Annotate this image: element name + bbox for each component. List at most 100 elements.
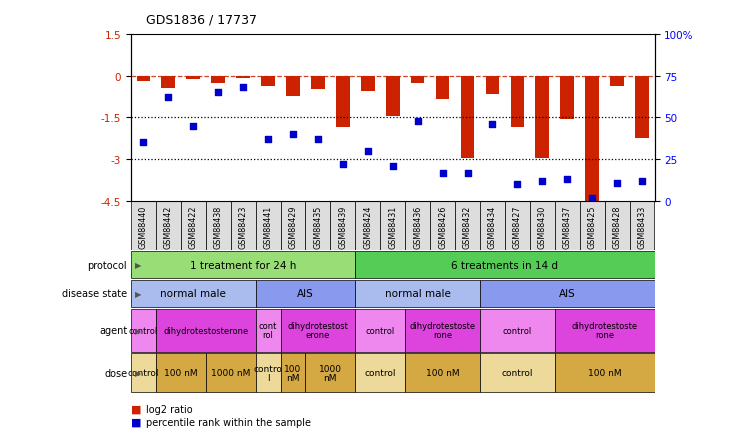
Text: GSM88442: GSM88442 <box>164 205 173 249</box>
Bar <box>630 201 654 250</box>
Point <box>561 176 573 183</box>
Bar <box>480 354 555 392</box>
Bar <box>555 309 654 352</box>
Text: GSM88435: GSM88435 <box>313 205 322 249</box>
Bar <box>305 354 355 392</box>
Bar <box>131 309 156 352</box>
Bar <box>480 309 555 352</box>
Point <box>536 178 548 185</box>
Bar <box>485 76 500 95</box>
Text: ▶: ▶ <box>135 260 141 270</box>
Text: dihydrotestoste
rone: dihydrotestoste rone <box>409 322 476 339</box>
Text: 100 nM: 100 nM <box>588 368 622 377</box>
Bar <box>206 201 230 250</box>
Bar <box>211 76 225 84</box>
Text: GSM88433: GSM88433 <box>637 205 646 249</box>
Point <box>162 95 174 102</box>
Bar <box>560 76 574 119</box>
Bar <box>355 309 405 352</box>
Bar <box>230 201 256 250</box>
Text: 1000 nM: 1000 nM <box>211 368 251 377</box>
Point <box>187 123 199 130</box>
Point <box>611 180 623 187</box>
Bar <box>261 76 275 87</box>
Bar <box>361 76 375 92</box>
Bar <box>480 280 654 308</box>
Text: AIS: AIS <box>559 289 576 299</box>
Bar <box>430 201 455 250</box>
Bar <box>280 309 355 352</box>
Bar <box>256 280 355 308</box>
Bar <box>137 76 150 82</box>
Bar <box>206 354 256 392</box>
Text: control: control <box>128 368 159 377</box>
Bar <box>156 201 181 250</box>
Point <box>138 140 150 147</box>
Bar <box>355 201 380 250</box>
Bar <box>555 354 654 392</box>
Bar <box>186 76 200 80</box>
Text: ■: ■ <box>131 417 141 427</box>
Text: AIS: AIS <box>297 289 314 299</box>
Bar <box>256 309 280 352</box>
Text: dihydrotestost
erone: dihydrotestost erone <box>287 322 349 339</box>
Point <box>437 170 449 177</box>
Bar <box>405 201 430 250</box>
Bar <box>286 76 300 97</box>
Bar <box>405 354 480 392</box>
Text: contro
l: contro l <box>254 364 283 382</box>
Bar <box>256 201 280 250</box>
Text: 6 treatments in 14 d: 6 treatments in 14 d <box>451 260 559 270</box>
Bar <box>156 309 256 352</box>
Text: dose: dose <box>104 368 127 378</box>
Text: percentile rank within the sample: percentile rank within the sample <box>146 417 311 427</box>
Text: 100
nM: 100 nM <box>284 364 301 382</box>
Bar <box>280 354 305 392</box>
Point <box>212 90 224 97</box>
Bar <box>162 76 175 89</box>
Text: GSM88432: GSM88432 <box>463 205 472 249</box>
Bar <box>181 201 206 250</box>
Text: GSM88437: GSM88437 <box>562 205 571 249</box>
Text: GSM88430: GSM88430 <box>538 205 547 249</box>
Bar <box>461 76 474 158</box>
Text: GSM88427: GSM88427 <box>513 205 522 249</box>
Text: GDS1836 / 17737: GDS1836 / 17737 <box>146 13 257 26</box>
Bar <box>336 76 350 128</box>
Text: 1000
nM: 1000 nM <box>319 364 342 382</box>
Bar <box>610 76 624 87</box>
Text: GSM88441: GSM88441 <box>263 205 272 249</box>
Point <box>362 148 374 155</box>
Bar <box>411 76 425 83</box>
Text: GSM88431: GSM88431 <box>388 205 397 249</box>
Text: ▶: ▶ <box>135 289 141 298</box>
Bar <box>380 201 405 250</box>
Point <box>586 195 598 202</box>
Bar <box>331 201 355 250</box>
Bar <box>131 201 156 250</box>
Bar <box>355 354 405 392</box>
Bar <box>386 76 399 117</box>
Text: GSM88425: GSM88425 <box>588 205 597 249</box>
Text: GSM88438: GSM88438 <box>214 205 223 249</box>
Point <box>262 136 274 143</box>
Bar <box>530 201 555 250</box>
Text: ■: ■ <box>131 404 141 414</box>
Bar <box>355 280 480 308</box>
Bar <box>280 201 305 250</box>
Text: GSM88439: GSM88439 <box>338 205 347 249</box>
Text: dihydrotestosterone: dihydrotestosterone <box>163 326 248 335</box>
Text: GSM88434: GSM88434 <box>488 205 497 249</box>
Bar <box>586 76 599 201</box>
Point <box>462 170 473 177</box>
Text: GSM88429: GSM88429 <box>289 205 298 249</box>
Bar <box>256 354 280 392</box>
Point <box>237 85 249 92</box>
Bar <box>131 251 355 279</box>
Text: protocol: protocol <box>88 260 127 270</box>
Bar <box>580 201 604 250</box>
Text: dihydrotestoste
rone: dihydrotestoste rone <box>571 322 638 339</box>
Bar <box>604 201 630 250</box>
Text: 1 treatment for 24 h: 1 treatment for 24 h <box>190 260 296 270</box>
Point <box>636 178 648 185</box>
